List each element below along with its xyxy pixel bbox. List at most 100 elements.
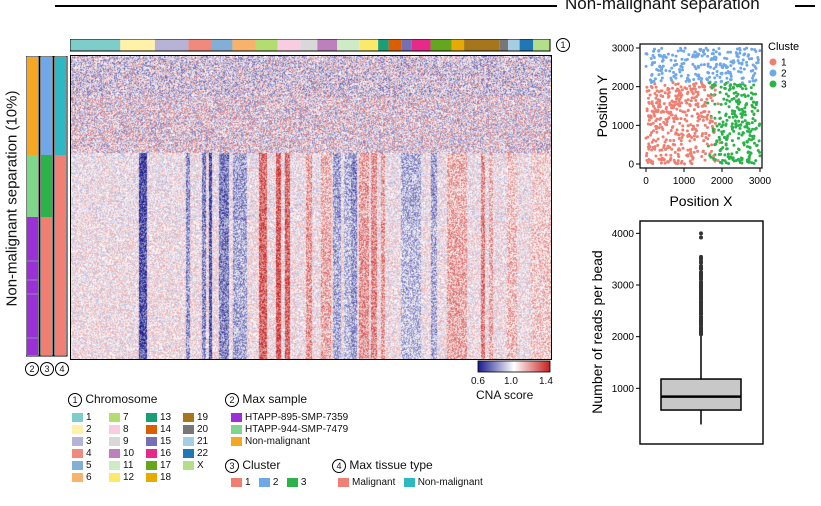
- scatter-point: [663, 55, 667, 59]
- x-axis-label: Position X: [669, 193, 733, 209]
- scatter-point: [729, 64, 733, 68]
- scatter-point: [679, 95, 683, 99]
- scatter-point: [674, 100, 678, 104]
- scatter-point: [723, 56, 727, 60]
- scatter-point: [697, 85, 701, 89]
- scatter-point: [751, 137, 755, 141]
- scatter-point: [657, 73, 661, 77]
- scatter-point: [734, 99, 738, 103]
- scatter-point: [737, 84, 741, 88]
- scatter-point: [695, 112, 699, 116]
- legend-max-sample: HTAPP-895-SMP-7359 HTAPP-944-SMP-7479 No…: [231, 412, 348, 448]
- x-tick-label: 3000: [749, 176, 772, 187]
- scatter-point: [645, 154, 649, 158]
- scatter-point: [683, 86, 687, 90]
- scatter-point: [727, 161, 731, 165]
- scatter-point: [684, 99, 688, 103]
- scatter-point: [720, 132, 724, 136]
- chromosome-segment-15: [401, 39, 412, 51]
- scatter-point: [648, 114, 652, 118]
- scatter-point: [649, 122, 653, 126]
- scatter-point: [719, 125, 723, 129]
- scatter-point: [685, 101, 689, 105]
- scatter-point: [686, 148, 690, 152]
- scatter-point: [738, 48, 742, 52]
- swatch: [146, 448, 157, 458]
- scatter-point: [749, 86, 753, 90]
- scatter-point: [741, 109, 745, 113]
- scatter-point: [726, 69, 730, 73]
- scatter-point: [716, 158, 720, 162]
- scatter-point: [652, 49, 656, 53]
- scatter-point: [718, 75, 722, 79]
- scatter-point: [723, 136, 727, 140]
- scatter-point: [721, 158, 725, 162]
- scatter-point: [724, 123, 728, 127]
- scatter-point: [736, 136, 740, 140]
- scatter-point: [676, 102, 680, 106]
- chromosome-segment-14: [388, 39, 402, 51]
- swatch: [72, 424, 83, 434]
- scatter-point: [750, 161, 754, 165]
- scatter-point: [695, 129, 699, 133]
- scatter-point: [737, 148, 741, 152]
- outlier-point: [699, 274, 703, 279]
- scatter-point: [719, 71, 723, 75]
- chromosome-segment-5: [211, 39, 233, 51]
- scatter-point: [707, 110, 711, 114]
- legend-chromosome-label: 5: [86, 460, 92, 471]
- scatter-point: [668, 101, 672, 105]
- scatter-point: [650, 73, 654, 77]
- scatter-point: [692, 134, 696, 138]
- scatter-point: [666, 117, 670, 121]
- scatter-point: [681, 133, 685, 137]
- outlier-point: [699, 256, 703, 261]
- scatter-point: [660, 76, 664, 80]
- scatter-point: [664, 68, 668, 72]
- scatter-point: [694, 145, 698, 149]
- scatter-point: [666, 52, 670, 56]
- scatter-point: [685, 129, 689, 133]
- scatter-point: [745, 129, 749, 133]
- scatter-point: [692, 150, 696, 154]
- scatter-point: [730, 127, 734, 131]
- chromosome-segment-9: [300, 39, 318, 51]
- outlier-point: [699, 231, 703, 236]
- scatter-point: [677, 89, 681, 93]
- scatter-point: [693, 87, 697, 91]
- scatter-point: [645, 85, 649, 89]
- legend-cluster: 1 2 3: [231, 477, 306, 488]
- scatter-point: [689, 123, 693, 127]
- scatter-point: [710, 86, 714, 90]
- chromosome-segment-21: [508, 39, 520, 51]
- scatter-point: [680, 62, 684, 66]
- scatter-point: [706, 101, 710, 105]
- scatter-point: [670, 126, 674, 130]
- swatch: [109, 472, 120, 482]
- scatter-point: [712, 67, 716, 71]
- scatter-point: [693, 50, 697, 54]
- legend-chromosome-label: 3: [86, 436, 92, 447]
- scatter-point: [696, 74, 700, 78]
- legend-tissue-title: 4 Max tissue type: [332, 458, 433, 473]
- scatter-point: [753, 71, 757, 75]
- scatter-point: [663, 83, 667, 87]
- scatter-point: [686, 124, 690, 128]
- scatter-point: [663, 91, 667, 95]
- legend-chromosome-13: 13: [146, 412, 171, 423]
- scatter-point: [659, 94, 663, 98]
- scatter-point: [715, 139, 719, 143]
- legend-chromosome-12: 12: [109, 472, 134, 483]
- scatter-point: [662, 157, 666, 161]
- scatter-point: [725, 65, 729, 69]
- scatter-point: [724, 113, 728, 117]
- scatter-point: [730, 112, 734, 116]
- scatter-point: [735, 47, 739, 51]
- scatter-point: [697, 77, 701, 81]
- scatter-point: [701, 50, 705, 54]
- scatter-point: [722, 97, 726, 101]
- outlier-point: [699, 294, 703, 299]
- scatter-point: [743, 47, 747, 51]
- scatter-point: [651, 121, 655, 125]
- scatter-point: [670, 86, 674, 90]
